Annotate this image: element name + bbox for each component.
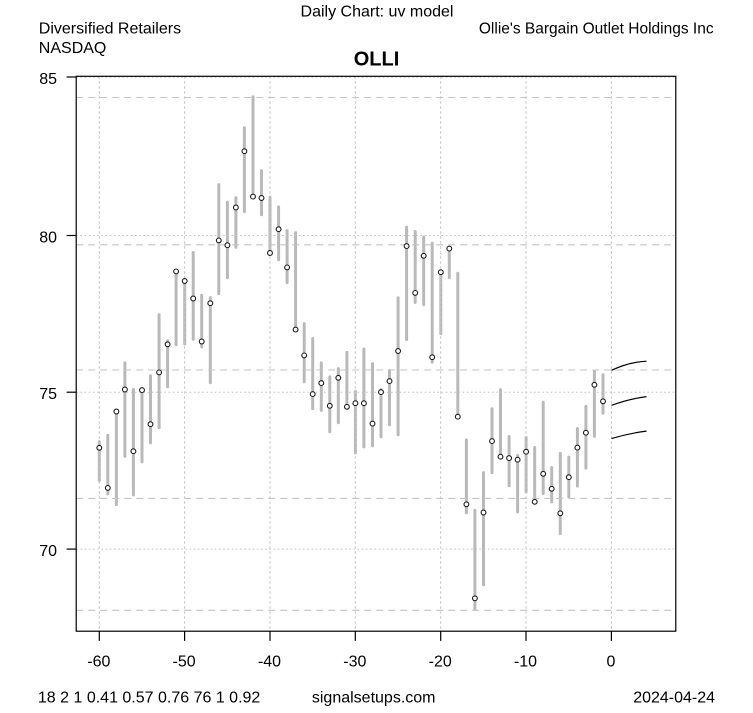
svg-text:18 2 1 0.41 0.57 0.76 76 1 0.9: 18 2 1 0.41 0.57 0.76 76 1 0.92: [38, 690, 261, 707]
svg-text:-10: -10: [514, 654, 537, 671]
svg-text:Diversified Retailers: Diversified Retailers: [39, 20, 181, 37]
svg-text:-30: -30: [343, 654, 366, 671]
svg-text:85: 85: [39, 71, 57, 88]
svg-text:-20: -20: [429, 654, 452, 671]
svg-text:0: 0: [606, 654, 615, 671]
svg-text:NASDAQ: NASDAQ: [39, 40, 107, 57]
svg-text:OLLI: OLLI: [354, 49, 400, 71]
svg-text:-40: -40: [258, 654, 281, 671]
svg-text:-60: -60: [87, 654, 110, 671]
svg-text:Daily Chart: uv model: Daily Chart: uv model: [301, 3, 454, 20]
svg-text:signalsetups.com: signalsetups.com: [312, 690, 436, 707]
svg-text:Ollie's Bargain Outlet Holding: Ollie's Bargain Outlet Holdings Inc: [479, 20, 714, 37]
svg-text:70: 70: [39, 543, 57, 560]
svg-text:-50: -50: [173, 654, 196, 671]
svg-text:2024-04-24: 2024-04-24: [633, 690, 715, 707]
svg-text:80: 80: [39, 229, 57, 246]
svg-text:75: 75: [39, 386, 57, 403]
